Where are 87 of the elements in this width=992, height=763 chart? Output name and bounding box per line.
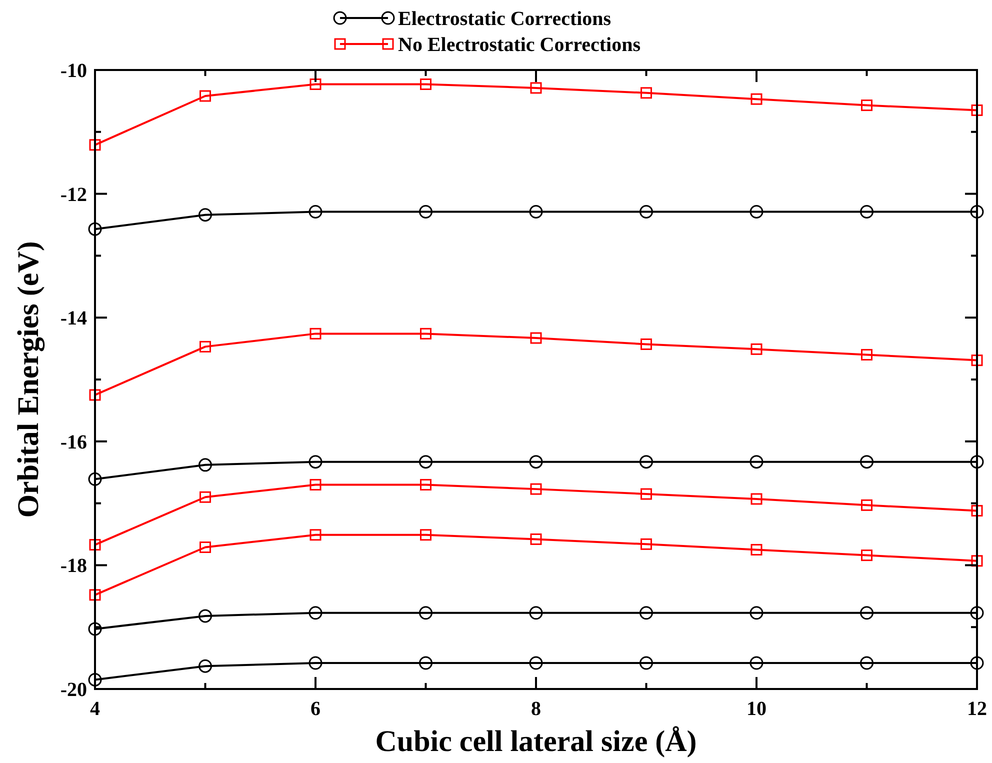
point (88, 222, 102, 236)
point (420, 478, 432, 490)
point (750, 343, 762, 355)
point (530, 533, 542, 545)
point (750, 455, 764, 469)
x-tick-label: 6 (310, 698, 320, 720)
point (750, 493, 762, 505)
point (529, 606, 543, 620)
point (640, 656, 653, 670)
point (310, 78, 322, 90)
point (200, 340, 211, 352)
y-axis-title: Orbital Energies (eV) (12, 241, 45, 518)
point (970, 656, 984, 670)
y-tick-label: -16 (60, 431, 87, 454)
point (640, 606, 653, 620)
point (860, 606, 874, 620)
point (419, 656, 432, 670)
point (419, 205, 432, 218)
point (750, 606, 764, 620)
legend-label: Electrostatic Corrections (398, 8, 612, 30)
point (861, 550, 872, 562)
point (750, 544, 762, 556)
point (200, 90, 211, 102)
point (310, 529, 322, 541)
point (860, 455, 874, 469)
point (200, 491, 211, 503)
point (89, 139, 101, 151)
x-tick-label: 4 (90, 698, 100, 720)
point (971, 555, 983, 567)
point (419, 606, 432, 620)
point (750, 656, 764, 670)
legend-label: No Electrostatic Corrections (398, 34, 641, 56)
point (530, 483, 542, 495)
point (419, 455, 432, 469)
point (970, 205, 984, 218)
point (529, 205, 543, 218)
point (861, 499, 872, 511)
point (640, 488, 652, 500)
point (310, 478, 322, 490)
point (640, 205, 653, 218)
x-tick-label: 8 (531, 698, 541, 720)
x-axis-title: Cubic cell lateral size (Å) (375, 725, 697, 758)
point (420, 328, 432, 340)
point (640, 338, 652, 350)
y-tick-label: -12 (60, 184, 87, 206)
y-tick-label: -10 (60, 60, 87, 82)
point (89, 389, 101, 401)
point (970, 606, 984, 620)
y-tick-label: -18 (60, 555, 87, 578)
point (308, 455, 322, 469)
point (860, 205, 874, 218)
point (530, 82, 542, 94)
point (89, 539, 101, 551)
point (750, 93, 762, 105)
point (89, 589, 101, 601)
point (971, 354, 983, 366)
point (640, 455, 653, 469)
point (861, 348, 872, 360)
point (971, 504, 983, 516)
point (88, 622, 102, 636)
point (529, 455, 543, 469)
point (308, 656, 322, 670)
point (198, 659, 212, 673)
point (88, 472, 102, 486)
point (198, 208, 212, 222)
point (88, 672, 102, 686)
point (530, 332, 542, 344)
point (860, 656, 874, 670)
point (640, 87, 652, 99)
point (198, 458, 212, 472)
point (198, 609, 212, 623)
point (308, 205, 322, 218)
y-tick-label: -20 (60, 679, 87, 701)
point (529, 656, 543, 670)
point (750, 205, 764, 218)
y-tick-label: -14 (60, 308, 87, 330)
point (971, 104, 983, 116)
point (861, 100, 872, 112)
point (420, 529, 432, 541)
x-tick-label: 12 (967, 698, 987, 720)
point (310, 328, 322, 340)
point (200, 542, 211, 553)
point (308, 606, 322, 620)
point (420, 78, 432, 90)
point (640, 538, 652, 550)
point (970, 455, 984, 469)
x-tick-label: 10 (746, 698, 766, 720)
